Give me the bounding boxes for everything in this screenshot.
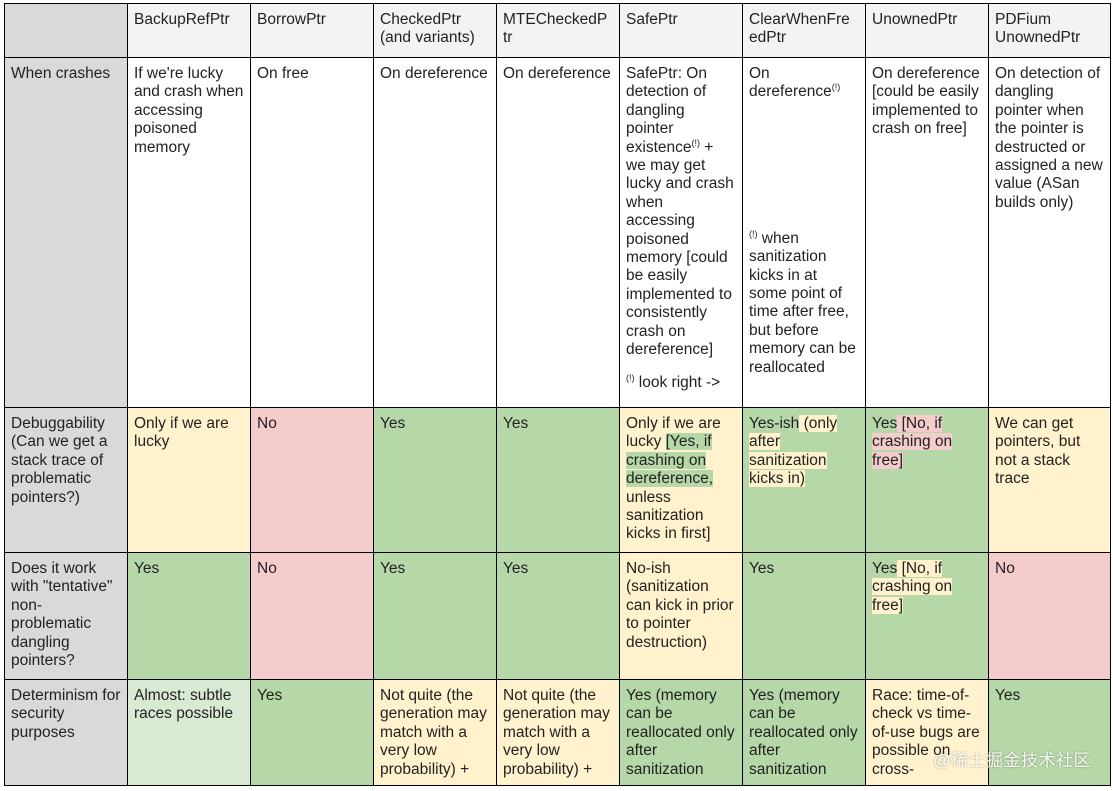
col-header-mtecheckedptr: MTECheckedP tr	[496, 3, 620, 58]
safeptr-crash-note: look right ->	[634, 373, 721, 391]
cell-det-checkedptr: Not quite (the generation may match with…	[373, 679, 497, 786]
col-header-unownedptr: UnownedPtr	[865, 3, 989, 58]
clear-debug-b: (only after sanitization kicks in)	[749, 415, 838, 488]
cell-tent-safeptr: No-ish (sanitization can kick in prior t…	[619, 552, 743, 680]
cell-det-clearwhenfreedptr: Yes (memory can be reallocated only afte…	[742, 679, 866, 786]
cell-crash-mtecheckedptr: On dereference	[496, 57, 620, 408]
row-header-determinism: Determinism for security purposes	[4, 679, 128, 786]
safe-debug-a: Only if we are lucky	[626, 415, 721, 451]
cell-crash-clearwhenfreedptr: On dereference(!) (!) when sanitization …	[742, 57, 866, 408]
unowned-tent-a: Yes	[872, 560, 898, 577]
row-when-crashes: When crashes If we're lucky and crash wh…	[4, 57, 1111, 408]
cell-crash-safeptr: SafePtr: On detection of dangling pointe…	[619, 57, 743, 408]
cell-det-safeptr: Yes (memory can be reallocated only afte…	[619, 679, 743, 786]
header-row: BackupRefPtr BorrowPtr CheckedPtr (and v…	[4, 3, 1111, 58]
cell-debug-pdfium: We can get pointers, but not a stack tra…	[988, 407, 1111, 553]
cell-det-backuprefptr: Almost: subtle races possible	[127, 679, 251, 786]
cell-crash-checkedptr: On dereference	[373, 57, 497, 408]
cell-crash-unownedptr: On dereference [could be easily implemen…	[865, 57, 989, 408]
cell-debug-unownedptr: Yes [No, if crashing on free]	[865, 407, 989, 553]
cell-tent-borrowptr: No	[250, 552, 374, 680]
col-header-borrowptr: BorrowPtr	[250, 3, 374, 58]
row-tentative: Does it work with "tentative" non-proble…	[4, 552, 1111, 680]
cell-debug-mtecheckedptr: Yes	[496, 407, 620, 553]
cell-debug-checkedptr: Yes	[373, 407, 497, 553]
cell-debug-safeptr: Only if we are lucky [Yes, if crashing o…	[619, 407, 743, 553]
row-debuggability: Debuggability (Can we get a stack trace …	[4, 407, 1111, 553]
cell-crash-pdfium: On detection of dangling pointer when th…	[988, 57, 1111, 408]
unowned-debug-a: Yes	[872, 415, 898, 432]
col-header-clearwhenfreedptr: ClearWhenFre edPtr	[742, 3, 866, 58]
corner-cell	[4, 3, 128, 58]
footnote-mark: (!)	[749, 228, 758, 239]
cell-debug-clearwhenfreedptr: Yes-ish (only after sanitization kicks i…	[742, 407, 866, 553]
col-header-backuprefptr: BackupRefPtr	[127, 3, 251, 58]
cell-tent-clearwhenfreedptr: Yes	[742, 552, 866, 680]
cell-det-mtecheckedptr: Not quite (the generation may match with…	[496, 679, 620, 786]
cell-crash-backuprefptr: If we're lucky and crash when accessing …	[127, 57, 251, 408]
safeptr-crash-text-rest: + we may get lucky and crash when access…	[626, 138, 734, 359]
cell-tent-unownedptr: Yes [No, if crashing on free]	[865, 552, 989, 680]
footnote-mark: (!)	[691, 137, 700, 148]
safeptr-crash-text: SafePtr: On detection of dangling pointe…	[626, 65, 707, 156]
cell-det-unownedptr: Race: time-of-check vs time-of-use bugs …	[865, 679, 989, 786]
cell-tent-backuprefptr: Yes	[127, 552, 251, 680]
cell-debug-backuprefptr: Only if we are lucky	[127, 407, 251, 553]
row-determinism: Determinism for security purposes Almost…	[4, 679, 1111, 786]
clear-debug-a: Yes-ish	[749, 415, 800, 432]
footnote-mark: (!)	[831, 82, 841, 93]
cell-tent-mtecheckedptr: Yes	[496, 552, 620, 680]
col-header-safeptr: SafePtr	[619, 3, 743, 58]
col-header-checkedptr: CheckedPtr (and variants)	[373, 3, 497, 58]
cell-det-pdfium: Yes	[988, 679, 1111, 786]
footnote-mark: (!)	[626, 372, 635, 383]
cell-tent-checkedptr: Yes	[373, 552, 497, 680]
clear-crash-text: On dereference	[749, 65, 832, 101]
clear-crash-note: when sanitization kicks in at some point…	[749, 229, 856, 376]
cell-debug-borrowptr: No	[250, 407, 374, 553]
row-header-tentative: Does it work with "tentative" non-proble…	[4, 552, 128, 680]
row-header-debuggability: Debuggability (Can we get a stack trace …	[4, 407, 128, 553]
col-header-pdfium-unownedptr: PDFium UnownedPtr	[988, 3, 1111, 58]
cell-det-borrowptr: Yes	[250, 679, 374, 786]
cell-tent-pdfium: No	[988, 552, 1111, 680]
comparison-table: BackupRefPtr BorrowPtr CheckedPtr (and v…	[4, 3, 1111, 786]
watermark: @稀土掘金技术社区	[933, 751, 1091, 770]
row-header-when-crashes: When crashes	[4, 57, 128, 408]
cell-crash-borrowptr: On free	[250, 57, 374, 408]
safe-debug-c: unless sanitization kicks in first]	[626, 488, 711, 543]
